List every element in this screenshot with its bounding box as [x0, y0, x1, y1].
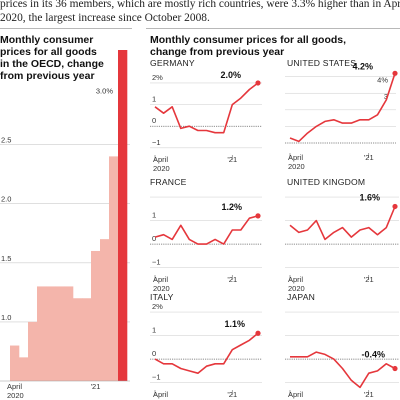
japan-end-point: [392, 365, 398, 372]
italy-x-year-label: '21: [227, 390, 237, 399]
oecd-bar-2: [28, 321, 38, 381]
uk-x-start-year: 2020: [288, 284, 305, 293]
france-ytick-label-1: 0: [152, 234, 156, 243]
left-title-line-1: Monthly consumer: [0, 34, 94, 46]
oecd-bar-4: [46, 286, 56, 381]
japan-x-start-label: April: [288, 390, 303, 399]
france-x-start-label: April: [153, 275, 168, 284]
france-series-line: [154, 215, 259, 245]
oecd-bar-5: [55, 286, 65, 381]
germany-end-point: [255, 80, 261, 86]
intro-text: prices in its 36 members, which are most…: [0, 0, 400, 25]
chart-name-italy: ITALY: [150, 292, 174, 302]
oecd-ytick-label-2: 2.0: [1, 195, 11, 204]
france-end-label: 1.2%: [221, 202, 242, 212]
japan-x-year-label: '21: [364, 390, 374, 399]
us-end-label: 4.2%: [352, 61, 373, 71]
oecd-bar-3: [37, 286, 47, 381]
france-ytick-label-0: 1: [152, 211, 156, 220]
us-ytick-label-1: 3: [384, 92, 388, 101]
chart-name-japan: JAPAN: [287, 292, 316, 302]
france-x-year-label: '21: [227, 275, 237, 284]
france-ytick-label-2: −1: [152, 258, 161, 267]
us-x-start-year: 2020: [288, 162, 305, 171]
us-ytick-label-0: 4%: [377, 76, 388, 85]
chart-name-uk: UNITED KINGDOM: [287, 177, 366, 187]
oecd-x-year-label: '21: [91, 382, 101, 391]
oecd-bar-6: [64, 286, 74, 381]
oecd-bar-7: [73, 298, 83, 381]
france-x-start-year: 2020: [153, 284, 170, 293]
germany-end-label: 2.0%: [220, 70, 241, 80]
uk-x-year-label: '21: [364, 275, 374, 284]
france-end-point: [255, 213, 261, 219]
us-series-line: [289, 73, 396, 143]
oecd-bar-1: [19, 357, 29, 381]
oecd-x-start-year: 2020: [7, 391, 24, 400]
right-panel-title: Monthly consumer prices for all goods, c…: [150, 34, 346, 58]
left-title-line-2: prices for all goods: [0, 46, 97, 58]
oecd-bar-10: [100, 239, 110, 381]
germany-x-start-label: April: [153, 155, 168, 164]
germany-series-line: [154, 82, 259, 134]
italy-series-line: [154, 332, 259, 375]
italy-ytick-label-3: −1: [152, 373, 161, 382]
uk-end-point: [392, 203, 398, 210]
italy-end-point: [255, 330, 261, 336]
chart-name-germany: GERMANY: [150, 58, 195, 68]
left-panel-title: Monthly consumer prices for all goods in…: [0, 34, 104, 82]
uk-end-label: 1.6%: [359, 192, 380, 202]
italy-ytick-label-0: 2%: [152, 302, 163, 311]
italy-x-start-label: April: [153, 390, 168, 399]
oecd-x-start-label: April: [7, 382, 22, 391]
right-title-line-1: Monthly consumer prices for all goods,: [150, 34, 347, 46]
japan-series-line: [290, 351, 396, 389]
oecd-ytick-label-3: 2.5: [1, 136, 11, 145]
italy-end-label: 1.1%: [224, 319, 245, 329]
italy-ytick-label-2: 0: [152, 349, 156, 358]
italy-ytick-label-1: 1: [152, 326, 156, 335]
japan-end-label: -0.4%: [361, 350, 385, 360]
right-panel-rule: [146, 28, 400, 29]
oecd-bar-12: [118, 50, 128, 381]
intro-line-1: prices in its 36 members, which are most…: [0, 0, 400, 10]
germany-ytick-label-3: −1: [152, 138, 161, 147]
oecd-ytick-label-1: 1.5: [1, 254, 11, 263]
oecd-bar-11: [109, 156, 119, 381]
left-title-line-4: from previous year: [0, 70, 95, 82]
uk-series-line: [289, 206, 396, 241]
uk-x-start-label: April: [288, 275, 303, 284]
oecd-bar-8: [82, 298, 92, 381]
us-end-point: [392, 70, 398, 76]
germany-ytick-label-1: 1: [152, 95, 156, 104]
germany-ytick-label-0: 2%: [152, 73, 163, 82]
germany-ytick-label-2: 0: [152, 116, 156, 125]
us-x-start-label: April: [288, 153, 303, 162]
left-panel-rule: [0, 28, 132, 29]
oecd-bar-9: [91, 250, 101, 381]
oecd-ytick-label-0: 1.0: [1, 313, 11, 322]
germany-x-start-year: 2020: [153, 164, 170, 173]
intro-line-2: 2020, the largest increase since October…: [0, 12, 210, 24]
left-title-line-3: in the OECD, change: [0, 58, 104, 70]
us-x-year-label: '21: [364, 153, 374, 162]
oecd-top-label: 3.0%: [96, 86, 113, 95]
right-title-line-2: change from previous year: [150, 46, 285, 58]
chart-name-france: FRANCE: [150, 177, 187, 187]
germany-x-year-label: '21: [227, 155, 237, 164]
chart-name-us: UNITED STATES: [287, 58, 357, 68]
oecd-bar-0: [10, 345, 20, 381]
